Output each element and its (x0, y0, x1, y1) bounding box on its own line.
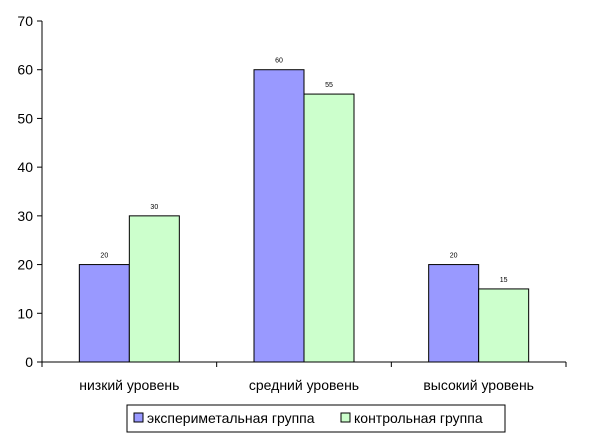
legend: экспериметальная группа контрольная груп… (126, 404, 506, 433)
y-tick-label-0: 0 (25, 354, 33, 370)
axes-layer: 0 10 20 30 40 50 60 70 низкий уровень средний уро… (17, 13, 567, 393)
y-tick-label-40: 40 (17, 159, 33, 175)
category-label-1: средний уровень (249, 377, 359, 393)
data-label-control-0: 30 (150, 204, 158, 211)
data-label-experimental-2: 20 (450, 253, 458, 260)
y-tick-label-30: 30 (17, 208, 33, 224)
category-label-2: высокий уровень (423, 377, 534, 393)
data-labels-layer: 20 30 60 55 20 15 (100, 58, 507, 284)
bar-experimental-0 (78, 264, 130, 363)
bar-control-2 (478, 288, 530, 363)
y-tick-label-60: 60 (17, 62, 33, 78)
y-tick-label-20: 20 (17, 257, 33, 273)
bar-experimental-2 (428, 264, 480, 363)
data-label-control-2: 15 (500, 277, 508, 284)
y-tick-label-70: 70 (17, 13, 33, 29)
data-label-experimental-0: 20 (100, 253, 108, 260)
legend-swatch-control (340, 412, 351, 423)
legend-label-experimental: экспериметальная группа (147, 410, 315, 426)
data-label-experimental-1: 60 (275, 58, 283, 65)
bar-control-1 (303, 93, 355, 363)
legend-swatch-experimental (133, 412, 144, 423)
y-tick-label-50: 50 (17, 110, 33, 126)
bar-control-0 (128, 215, 180, 363)
data-label-control-1: 55 (325, 82, 333, 89)
y-tick-label-10: 10 (17, 305, 33, 321)
bars-layer (78, 69, 530, 363)
legend-label-control: контрольная группа (354, 410, 483, 426)
category-label-0: низкий уровень (79, 377, 179, 393)
bar-experimental-1 (253, 69, 305, 363)
legend-box (126, 404, 506, 433)
